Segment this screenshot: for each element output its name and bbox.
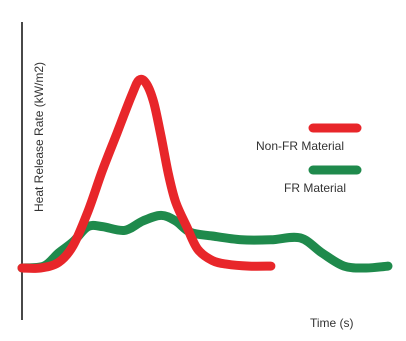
x-axis-label: Time (s) (310, 316, 354, 330)
y-axis-label: Heat Release Rate (kW/m2) (32, 62, 46, 212)
series-layer (17, 74, 393, 273)
series-line-non-fr (17, 74, 276, 273)
legend: Non-FR Material FR Material (256, 123, 362, 195)
legend-label-fr: FR Material (284, 181, 346, 195)
legend-label-non-fr: Non-FR Material (256, 139, 344, 153)
